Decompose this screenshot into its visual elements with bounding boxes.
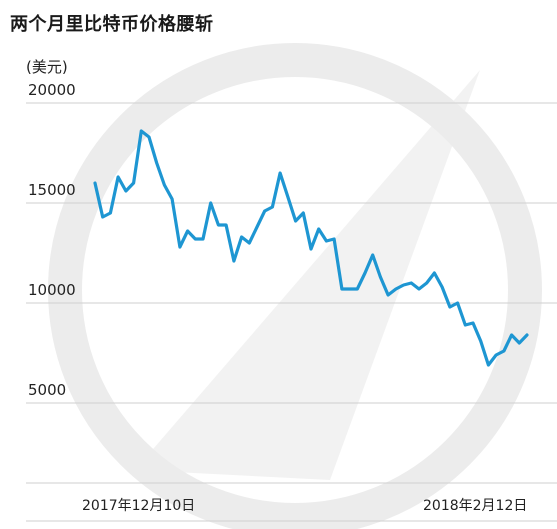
x-tick-label: 2017年12月10日: [82, 498, 195, 514]
y-axis-ticks: 20000 15000 10000 5000: [28, 81, 76, 399]
watermark-logo: [48, 43, 542, 529]
watermark-ring: [48, 43, 542, 529]
watermark-shape: [135, 70, 480, 480]
y-tick-label: 5000: [28, 381, 66, 399]
unit-label: (美元): [26, 58, 68, 76]
series-group: [93, 129, 529, 367]
y-tick-label: 15000: [28, 181, 76, 199]
y-tick-label: 20000: [28, 81, 76, 99]
price-series-line: [93, 129, 529, 367]
chart-title: 两个月里比特币价格腰斩: [10, 14, 214, 35]
y-tick-label: 10000: [28, 281, 76, 299]
x-axis-ticks: 2017年12月10日 2018年2月12日: [82, 498, 527, 514]
x-tick-label: 2018年2月12日: [423, 498, 527, 514]
